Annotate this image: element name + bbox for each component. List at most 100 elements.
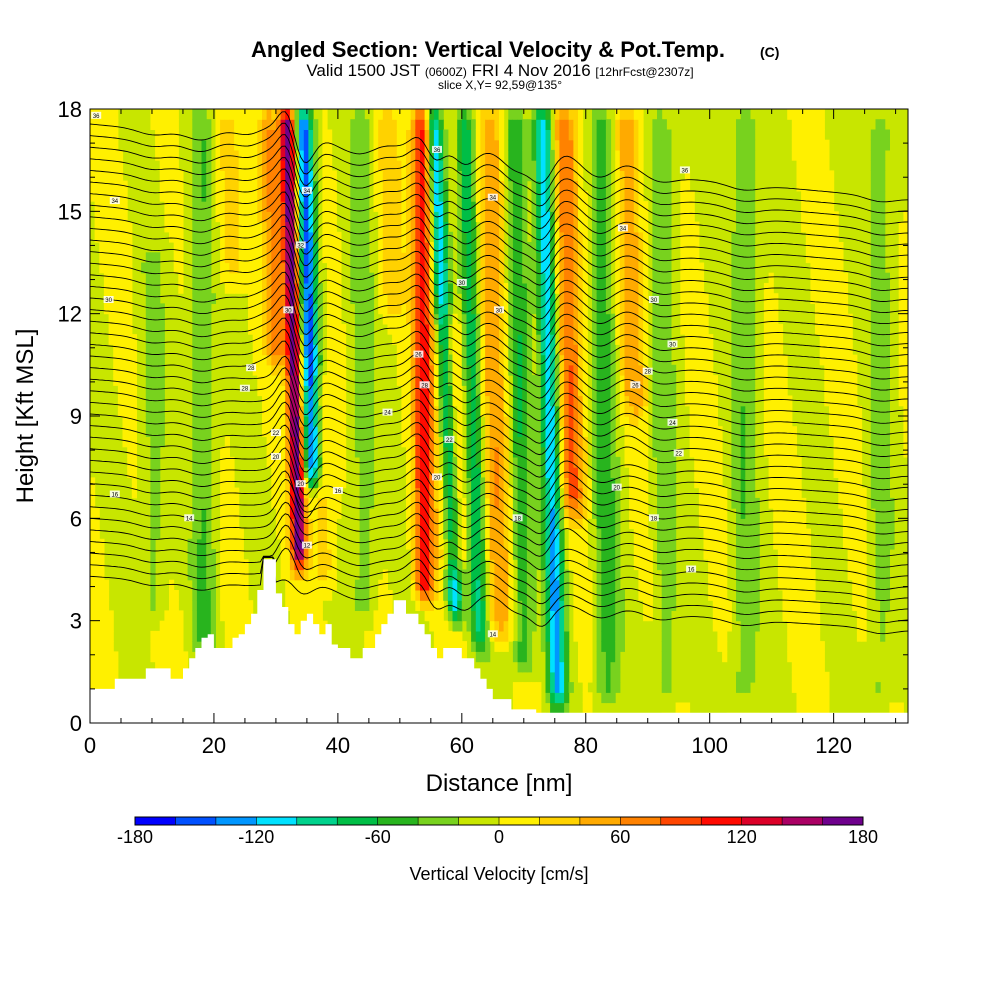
velocity-cell xyxy=(587,620,593,632)
velocity-cell xyxy=(215,109,221,120)
velocity-cell xyxy=(619,231,625,243)
velocity-cell xyxy=(512,293,519,304)
velocity-cell xyxy=(499,395,505,407)
velocity-cell xyxy=(512,109,519,120)
velocity-cell xyxy=(373,149,379,161)
velocity-cell xyxy=(526,160,533,171)
velocity-cell xyxy=(601,313,607,325)
velocity-cell xyxy=(368,477,375,489)
velocity-cell xyxy=(596,620,602,632)
velocity-cell xyxy=(173,160,179,171)
velocity-cell xyxy=(280,283,286,294)
velocity-cell xyxy=(401,211,407,223)
velocity-cell xyxy=(415,436,421,448)
velocity-cell xyxy=(447,610,454,622)
velocity-cell xyxy=(610,313,616,325)
velocity-cell xyxy=(633,508,639,519)
velocity-cell xyxy=(196,559,203,571)
velocity-cell xyxy=(238,262,244,274)
velocity-cell xyxy=(415,201,421,212)
velocity-cell xyxy=(512,139,519,151)
velocity-cell xyxy=(526,323,533,335)
velocity-cell xyxy=(220,446,226,458)
velocity-cell xyxy=(517,579,523,591)
velocity-cell xyxy=(410,579,416,591)
velocity-cell xyxy=(327,354,333,366)
velocity-cell xyxy=(494,395,500,407)
velocity-cell xyxy=(522,661,528,673)
velocity-cell xyxy=(169,221,175,233)
velocity-cell xyxy=(364,528,370,540)
velocity-cell xyxy=(169,651,175,663)
velocity-cell xyxy=(215,149,221,161)
velocity-cell xyxy=(303,569,309,581)
velocity-cell xyxy=(578,508,584,519)
velocity-cell xyxy=(108,630,114,642)
velocity-cell xyxy=(289,487,296,499)
velocity-cell xyxy=(545,334,551,345)
velocity-cell xyxy=(475,139,481,151)
velocity-cell xyxy=(108,211,114,223)
subtitle-forecast: [12hrFcst@2307z] xyxy=(595,65,693,79)
velocity-cell xyxy=(443,180,449,192)
velocity-cell xyxy=(494,375,500,386)
velocity-cell xyxy=(234,600,240,611)
velocity-cell xyxy=(601,344,607,356)
velocity-cell xyxy=(545,354,551,366)
velocity-cell xyxy=(610,375,616,386)
velocity-cell xyxy=(192,190,198,202)
velocity-cell xyxy=(596,283,602,294)
velocity-cell xyxy=(192,641,198,652)
velocity-cell xyxy=(420,211,426,223)
velocity-cell xyxy=(512,160,519,171)
velocity-cell xyxy=(578,109,584,120)
velocity-cell xyxy=(531,109,537,120)
velocity-cell xyxy=(638,139,644,151)
velocity-cell xyxy=(657,293,663,304)
velocity-cell xyxy=(531,559,537,571)
velocity-cell xyxy=(359,303,365,315)
velocity-cell xyxy=(536,262,542,274)
velocity-cell xyxy=(461,139,467,151)
velocity-cell xyxy=(517,385,523,397)
velocity-cell xyxy=(512,272,519,284)
velocity-cell xyxy=(99,682,105,693)
velocity-cell xyxy=(573,231,579,243)
velocity-cell xyxy=(122,416,128,427)
velocity-cell xyxy=(578,283,584,294)
velocity-cell xyxy=(275,119,282,130)
velocity-cell xyxy=(615,467,621,478)
velocity-cell xyxy=(550,201,556,212)
velocity-cell xyxy=(578,119,584,130)
velocity-cell xyxy=(633,283,639,294)
velocity-cell xyxy=(90,139,96,151)
velocity-cell xyxy=(410,272,416,284)
velocity-cell xyxy=(633,416,639,427)
velocity-cell xyxy=(517,190,523,202)
velocity-cell xyxy=(131,334,137,345)
velocity-cell xyxy=(313,129,319,141)
velocity-cell xyxy=(582,334,588,345)
velocity-cell xyxy=(526,600,533,611)
velocity-cell xyxy=(424,129,430,141)
velocity-cell xyxy=(638,426,644,437)
velocity-cell xyxy=(196,323,203,335)
velocity-cell xyxy=(238,201,244,212)
velocity-cell xyxy=(615,139,621,151)
velocity-cell xyxy=(303,579,309,591)
velocity-cell xyxy=(433,170,440,182)
velocity-cell xyxy=(280,436,286,448)
velocity-cell xyxy=(605,334,612,345)
velocity-cell xyxy=(266,190,272,202)
velocity-cell xyxy=(294,559,300,571)
velocity-cell xyxy=(327,364,333,376)
velocity-cell xyxy=(350,160,356,171)
velocity-cell xyxy=(234,180,240,192)
velocity-cell xyxy=(415,221,421,233)
velocity-cell xyxy=(234,109,240,120)
velocity-cell xyxy=(378,283,384,294)
velocity-cell xyxy=(406,231,412,243)
velocity-cell xyxy=(248,242,254,253)
velocity-cell xyxy=(657,242,663,253)
velocity-cell xyxy=(447,364,454,376)
